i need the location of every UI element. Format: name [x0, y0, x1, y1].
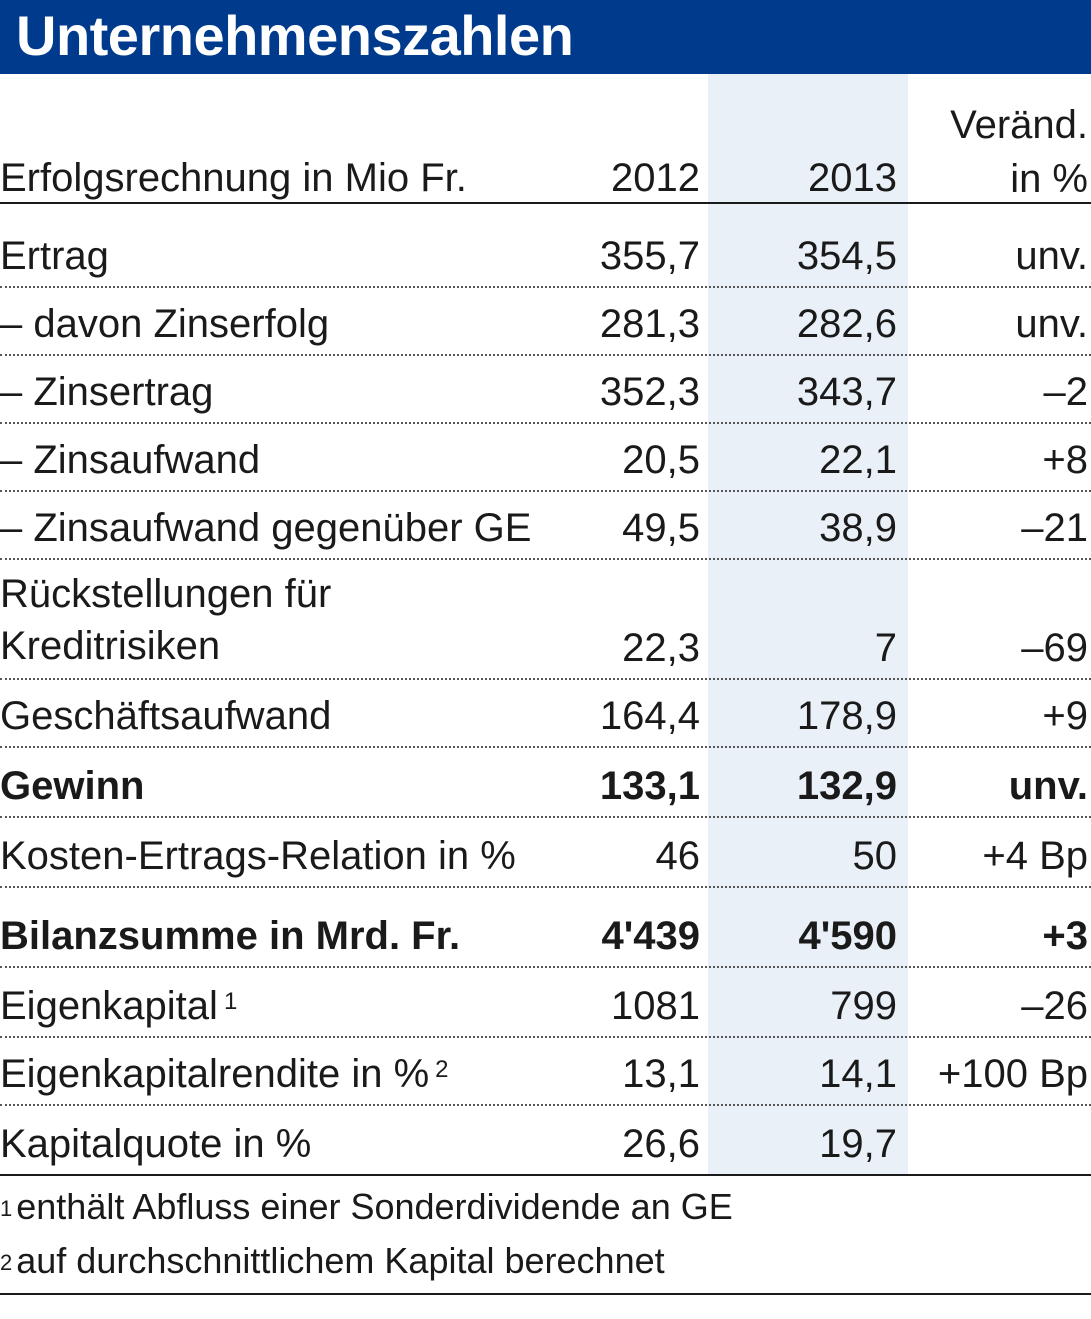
row-value-2013: 4'590 — [798, 914, 898, 958]
row-change: unv. — [1008, 764, 1088, 808]
page-title: Unternehmenszahlen — [16, 4, 574, 67]
footnote-1-mark: 1 — [0, 1196, 13, 1221]
row-label: – Zinsertrag — [0, 370, 214, 414]
row-change: unv. — [1015, 302, 1088, 346]
footnote-mark: 2 — [435, 1056, 449, 1083]
row-label: Ertrag — [0, 234, 109, 278]
header-change-line2: in % — [1010, 157, 1088, 201]
row-label: Kosten-Ertrags-Relation in % — [0, 834, 516, 878]
row-value-2013: 343,7 — [796, 370, 897, 414]
row-value-2012: 13,1 — [622, 1052, 700, 1096]
table-row: Bilanzsumme in Mrd. Fr. 4'439 4'590 +3 — [0, 888, 1091, 968]
table-row: Gewinn 133,1 132,9 unv. — [0, 748, 1091, 818]
row-change: –69 — [1021, 626, 1088, 670]
row-value-2013: 50 — [852, 834, 898, 878]
row-value-2013: 282,6 — [796, 302, 897, 346]
row-value-2012: 1081 — [611, 984, 700, 1028]
row-change: –21 — [1021, 506, 1088, 550]
row-change: +9 — [1042, 694, 1088, 738]
footnote-1-text: enthält Abfluss einer Sonderdividende an… — [16, 1186, 733, 1227]
row-change: +8 — [1042, 438, 1088, 482]
row-label: Geschäftsaufwand — [0, 694, 332, 738]
footnote-2-mark: 2 — [0, 1250, 13, 1275]
row-value-2013: 22,1 — [819, 438, 897, 482]
row-label: – davon Zinserfolg — [0, 302, 330, 346]
row-value-2012: 26,6 — [622, 1122, 700, 1166]
row-label: Eigenkapitalrendite in % 2 — [0, 1050, 449, 1098]
header-2013: 2013 — [808, 156, 897, 200]
row-value-2012: 164,4 — [599, 694, 700, 738]
row-label: Rückstellungen für Kreditrisiken — [0, 572, 332, 668]
row-change: –26 — [1021, 984, 1088, 1028]
table-bottom-rule — [0, 1174, 1091, 1176]
header-label: Erfolgsrechnung in Mio Fr. — [0, 156, 467, 200]
row-change: +3 — [1042, 914, 1088, 958]
table-row: Ertrag 355,7 354,5 unv. — [0, 204, 1091, 288]
table-row: – Zinsaufwand gegenüber GE 49,5 38,9 –21 — [0, 492, 1091, 560]
row-value-2013: 14,1 — [819, 1052, 897, 1096]
row-change: unv. — [1015, 234, 1088, 278]
table-row: Kosten-Ertrags-Relation in % 46 50 +4 Bp — [0, 818, 1091, 888]
row-value-2012: 355,7 — [599, 234, 700, 278]
row-value-2013: 38,9 — [819, 506, 897, 550]
footnote-1: 1 enthält Abfluss einer Sonderdividende a… — [0, 1180, 1091, 1234]
table-row: Kapitalquote in % 26,6 19,7 — [0, 1106, 1091, 1174]
row-label-text: Eigenkapital — [0, 984, 218, 1028]
header-rule — [0, 202, 1091, 204]
row-value-2013: 7 — [874, 626, 897, 670]
table-row: Eigenkapital 1 1081 799 –26 — [0, 968, 1091, 1038]
row-change: –2 — [1043, 370, 1089, 414]
table-row: – Zinsaufwand 20,5 22,1 +8 — [0, 424, 1091, 492]
row-value-2013: 799 — [830, 984, 897, 1028]
row-value-2012: 281,3 — [599, 302, 700, 346]
row-value-2013: 178,9 — [796, 694, 897, 738]
footnote-mark: 1 — [223, 988, 238, 1015]
row-label: Eigenkapital 1 — [0, 982, 237, 1030]
row-value-2012: 46 — [655, 834, 701, 878]
table-row: – davon Zinserfolg 281,3 282,6 unv. — [0, 288, 1091, 356]
table-row: – Zinsertrag 352,3 343,7 –2 — [0, 356, 1091, 424]
column-2013-highlight — [708, 74, 908, 1176]
footnote-2-text: auf durchschnittlichem Kapital berechnet — [16, 1240, 665, 1281]
row-value-2012: 4'439 — [601, 914, 701, 958]
row-value-2012: 20,5 — [622, 438, 700, 482]
row-change: +4 Bp — [982, 834, 1088, 878]
table-row: Rückstellungen für Kreditrisiken 22,3 7 … — [0, 560, 1091, 680]
table-header: Erfolgsrechnung in Mio Fr. 2012 2013 Ver… — [0, 74, 1091, 204]
header-change: Veränd. in % — [950, 98, 1088, 206]
header-2012: 2012 — [611, 156, 700, 200]
row-value-2012: 133,1 — [599, 764, 700, 808]
row-value-2013: 19,7 — [819, 1122, 897, 1166]
table-row: Geschäftsaufwand 164,4 178,9 +9 — [0, 680, 1091, 748]
footnotes: 1 enthält Abfluss einer Sonderdividende a… — [0, 1180, 1091, 1288]
row-change: +100 Bp — [937, 1052, 1088, 1096]
row-label: Gewinn — [0, 764, 145, 808]
row-label: Kapitalquote in % — [0, 1122, 312, 1166]
row-value-2013: 354,5 — [796, 234, 897, 278]
footnote-2: 2 auf durchschnittlichem Kapital berechne… — [0, 1234, 1091, 1288]
row-value-2012: 22,3 — [622, 626, 700, 670]
title-bar: Unternehmenszahlen — [0, 0, 1091, 74]
header-change-line1: Veränd. — [950, 103, 1088, 147]
row-value-2012: 352,3 — [599, 370, 700, 414]
row-label: – Zinsaufwand gegenüber GE — [0, 506, 532, 550]
row-value-2013: 132,9 — [796, 764, 897, 808]
row-label-text: Eigenkapitalrendite in % — [0, 1052, 430, 1096]
row-label: Bilanzsumme in Mrd. Fr. — [0, 914, 461, 958]
table-row: Eigenkapitalrendite in % 2 13,1 14,1 +100… — [0, 1038, 1091, 1106]
bottom-rule — [0, 1293, 1091, 1295]
row-value-2012: 49,5 — [622, 506, 700, 550]
row-label: – Zinsaufwand — [0, 438, 261, 482]
